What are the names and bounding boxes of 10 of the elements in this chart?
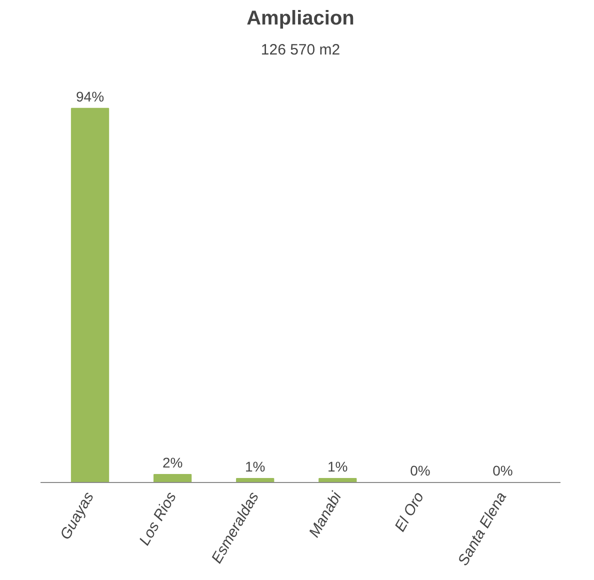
data-label: 1% — [328, 458, 348, 475]
data-label: 1% — [244, 458, 266, 475]
data-label: 2% — [162, 454, 183, 471]
data-label: 0% — [492, 462, 513, 478]
chart-title: Ampliacion — [246, 8, 354, 30]
data-label: 94% — [76, 88, 104, 104]
x-tick-label: El Oro — [392, 489, 428, 535]
data-label: 0% — [410, 462, 430, 478]
chart-subtitle: 126 570 m2 — [260, 42, 340, 58]
x-tick-label: Los Rios — [136, 488, 180, 548]
